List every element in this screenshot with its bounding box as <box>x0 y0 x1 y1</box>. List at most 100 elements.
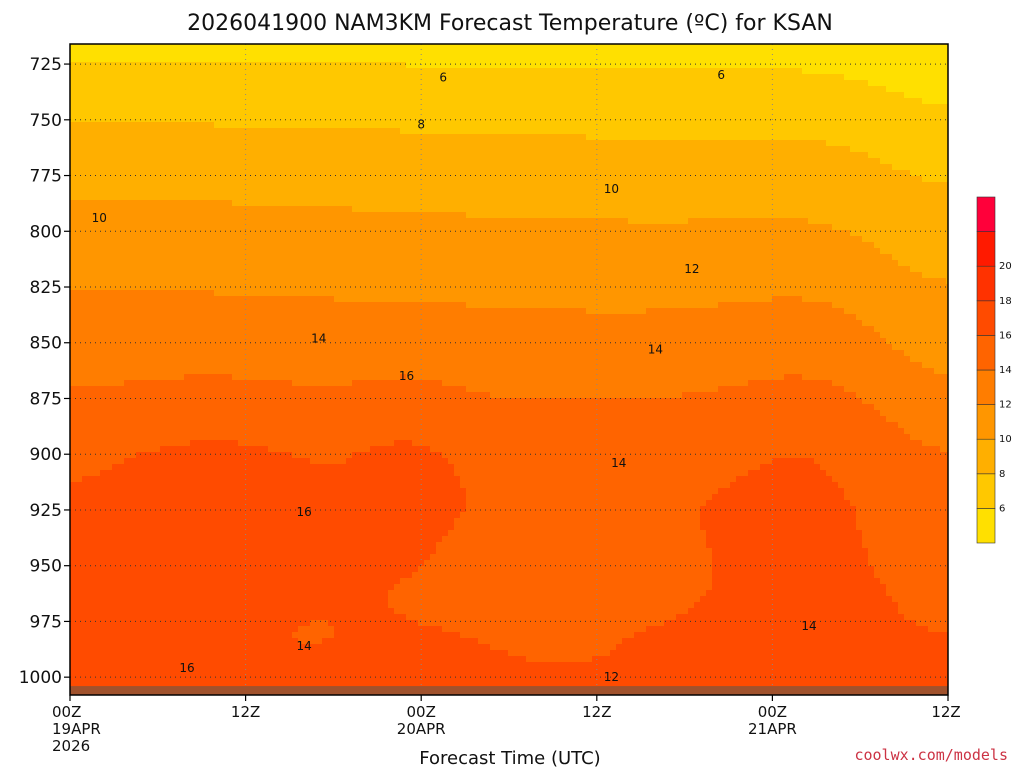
temperature-cell <box>346 176 353 183</box>
temperature-cell <box>784 230 791 237</box>
temperature-cell <box>322 98 329 105</box>
temperature-cell <box>808 164 815 171</box>
temperature-cell <box>142 68 149 75</box>
temperature-cell <box>670 236 677 243</box>
temperature-cell <box>598 200 605 207</box>
temperature-cell <box>490 158 497 165</box>
temperature-cell <box>844 68 851 75</box>
temperature-cell <box>730 212 737 219</box>
temperature-cell <box>82 50 89 57</box>
temperature-cell <box>508 86 515 93</box>
temperature-cell <box>280 176 287 183</box>
temperature-cell <box>532 50 539 57</box>
temperature-cell <box>124 242 131 249</box>
temperature-cell <box>940 134 947 141</box>
temperature-cell <box>292 62 299 69</box>
temperature-cell <box>910 44 917 51</box>
temperature-cell <box>652 56 659 63</box>
temperature-cell <box>142 176 149 183</box>
temperature-cell <box>340 164 347 171</box>
temperature-cell <box>352 68 359 75</box>
temperature-cell <box>460 122 467 129</box>
temperature-cell <box>742 74 749 81</box>
temperature-cell <box>670 98 677 105</box>
temperature-cell <box>394 56 401 63</box>
temperature-cell <box>178 92 185 99</box>
temperature-cell <box>802 158 809 165</box>
temperature-cell <box>916 128 923 135</box>
temperature-cell <box>364 98 371 105</box>
temperature-cell <box>652 98 659 105</box>
temperature-cell <box>412 86 419 93</box>
temperature-cell <box>340 182 347 189</box>
temperature-cell <box>172 212 179 219</box>
temperature-cell <box>202 74 209 81</box>
temperature-cell <box>874 128 881 135</box>
temperature-cell <box>118 62 125 69</box>
temperature-cell <box>292 44 299 51</box>
temperature-cell <box>556 62 563 69</box>
temperature-cell <box>400 200 407 207</box>
temperature-cell <box>94 188 101 195</box>
temperature-cell <box>406 92 413 99</box>
temperature-cell <box>940 62 947 69</box>
temperature-cell <box>826 56 833 63</box>
temperature-cell <box>298 134 305 141</box>
temperature-cell <box>640 140 647 147</box>
temperature-cell <box>592 74 599 81</box>
temperature-cell <box>904 92 911 99</box>
temperature-cell <box>376 182 383 189</box>
temperature-cell <box>742 110 749 117</box>
temperature-cell <box>658 170 665 177</box>
temperature-cell <box>196 242 203 249</box>
temperature-cell <box>394 122 401 129</box>
temperature-cell <box>892 98 899 105</box>
temperature-cell <box>628 152 635 159</box>
temperature-cell <box>208 230 215 237</box>
temperature-cell <box>472 116 479 123</box>
temperature-cell <box>826 116 833 123</box>
temperature-cell <box>742 116 749 123</box>
temperature-cell <box>850 122 857 129</box>
temperature-cell <box>598 206 605 213</box>
temperature-cell <box>376 206 383 213</box>
temperature-cell <box>742 164 749 171</box>
temperature-cell <box>874 182 881 189</box>
temperature-cell <box>304 104 311 111</box>
temperature-cell <box>610 92 617 99</box>
temperature-cell <box>406 50 413 57</box>
temperature-cell <box>268 206 275 213</box>
temperature-cell <box>802 200 809 207</box>
temperature-cell <box>190 110 197 117</box>
temperature-cell <box>694 50 701 57</box>
temperature-cell <box>364 50 371 57</box>
temperature-cell <box>388 170 395 177</box>
temperature-cell <box>532 86 539 93</box>
temperature-cell <box>640 146 647 153</box>
temperature-cell <box>874 68 881 75</box>
temperature-cell <box>376 50 383 57</box>
temperature-cell <box>922 164 929 171</box>
temperature-cell <box>640 206 647 213</box>
temperature-cell <box>874 98 881 105</box>
temperature-cell <box>310 230 317 237</box>
temperature-cell <box>490 56 497 63</box>
temperature-cell <box>832 140 839 147</box>
temperature-cell <box>142 236 149 243</box>
temperature-cell <box>748 206 755 213</box>
temperature-cell <box>718 86 725 93</box>
temperature-cell <box>202 44 209 51</box>
temperature-cell <box>346 218 353 225</box>
temperature-cell <box>844 110 851 117</box>
temperature-cell <box>244 74 251 81</box>
temperature-cell <box>664 176 671 183</box>
temperature-cell <box>580 86 587 93</box>
temperature-cell <box>442 116 449 123</box>
temperature-cell <box>442 224 449 231</box>
temperature-cell <box>610 200 617 207</box>
temperature-cell <box>670 212 677 219</box>
temperature-cell <box>322 140 329 147</box>
temperature-cell <box>682 224 689 231</box>
temperature-cell <box>262 224 269 231</box>
temperature-cell <box>316 44 323 51</box>
